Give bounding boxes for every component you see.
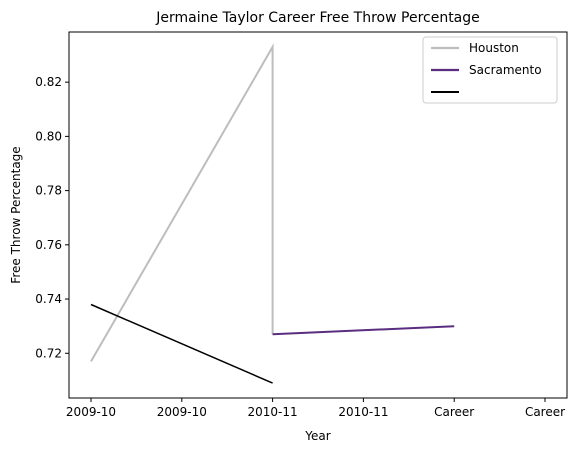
x-tick-label: 2009-10 <box>157 405 207 419</box>
legend: Houston Sacramento <box>423 37 557 103</box>
y-tick-label: 0.72 <box>35 346 62 360</box>
y-tick-label: 0.82 <box>35 75 62 89</box>
x-tick-label: 2009-10 <box>66 405 116 419</box>
x-axis-label: Year <box>304 429 330 443</box>
y-axis-label: Free Throw Percentage <box>9 146 23 283</box>
x-tick-label: 2010-11 <box>338 405 388 419</box>
y-tick-label: 0.80 <box>35 129 62 143</box>
x-tick-label: Career <box>525 405 565 419</box>
legend-label: Sacramento <box>469 63 542 77</box>
legend-label: Houston <box>469 41 519 55</box>
y-tick-label: 0.76 <box>35 238 62 252</box>
y-tick-label: 0.78 <box>35 184 62 198</box>
x-tick-label: 2010-11 <box>248 405 298 419</box>
x-tick-label: Career <box>434 405 474 419</box>
chart-title: Jermaine Taylor Career Free Throw Percen… <box>155 10 480 26</box>
y-tick-label: 0.74 <box>35 292 62 306</box>
